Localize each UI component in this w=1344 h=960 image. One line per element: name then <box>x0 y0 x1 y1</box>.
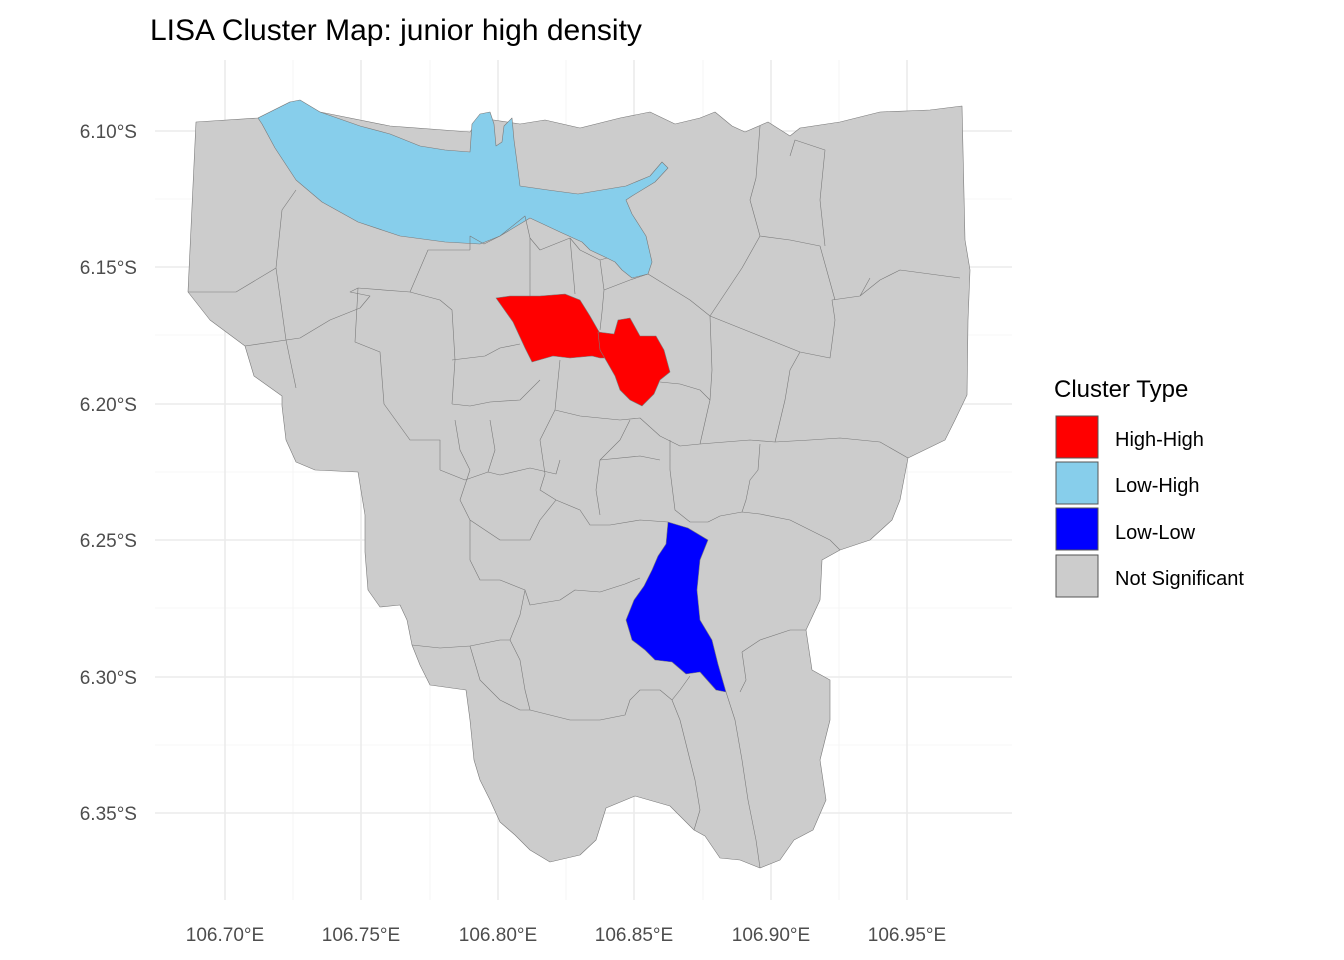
x-tick-label: 106.90°E <box>732 925 810 946</box>
x-tick-label: 106.75°E <box>322 925 400 946</box>
y-tick-label: 6.25°S <box>80 531 137 552</box>
x-tick-label: 106.85°E <box>595 925 673 946</box>
x-axis: 106.70°E 106.75°E 106.80°E 106.85°E 106.… <box>186 925 946 946</box>
legend-title: Cluster Type <box>1054 376 1188 403</box>
x-tick-label: 106.80°E <box>459 925 537 946</box>
y-tick-label: 6.10°S <box>80 122 137 143</box>
x-tick-label: 106.95°E <box>868 925 946 946</box>
region-not-significant <box>187 101 971 869</box>
legend-label-low-high: Low-High <box>1115 475 1199 497</box>
x-tick-label: 106.70°E <box>186 925 264 946</box>
y-tick-label: 6.15°S <box>80 258 137 279</box>
region-low-low <box>625 521 727 693</box>
legend-label-low-low: Low-Low <box>1115 522 1196 544</box>
legend-swatch-low-low <box>1055 507 1099 551</box>
legend-label-high-high: High-High <box>1115 429 1204 451</box>
district-boundary <box>188 189 561 481</box>
district-boundary <box>411 469 806 869</box>
region-low-high <box>257 99 669 279</box>
y-tick-label: 6.35°S <box>80 804 137 825</box>
y-axis: 6.10°S 6.15°S 6.20°S 6.25°S 6.30°S 6.35°… <box>80 122 137 825</box>
legend-swatch-high-high <box>1055 415 1099 459</box>
map-regions <box>187 99 971 869</box>
y-tick-label: 6.30°S <box>80 668 137 689</box>
legend-swatch-low-high <box>1055 461 1099 505</box>
district-boundary <box>469 125 961 359</box>
legend: Cluster Type High-High Low-High Low-Low … <box>1054 376 1244 598</box>
chart-title: LISA Cluster Map: junior high density <box>150 14 642 47</box>
region-high-high <box>597 317 671 407</box>
legend-swatch-not-significant <box>1055 554 1099 598</box>
y-tick-label: 6.20°S <box>80 395 137 416</box>
legend-label-not-significant: Not Significant <box>1115 568 1244 590</box>
